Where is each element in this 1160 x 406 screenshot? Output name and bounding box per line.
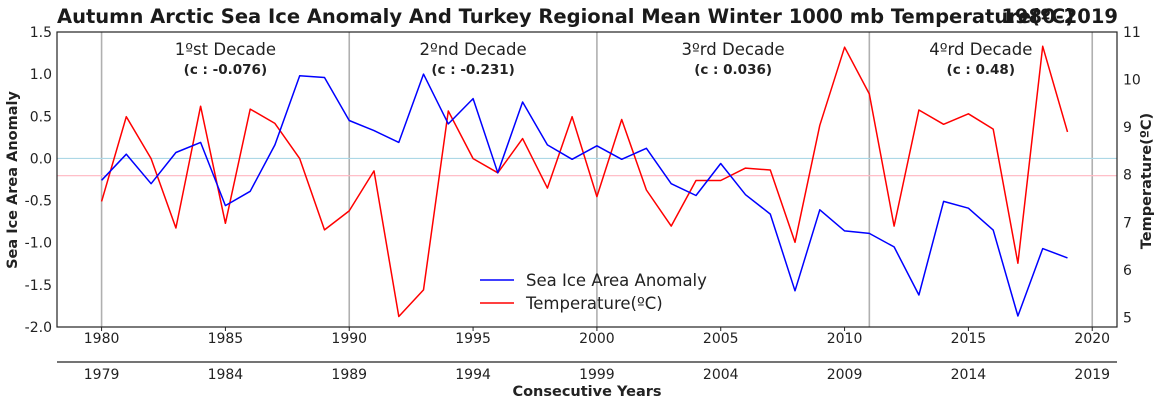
reference-lines (57, 32, 1117, 327)
right-tick-label: 10 (1123, 73, 1141, 89)
left-tick-label: -0.5 (25, 194, 52, 210)
secondary-x-tick-label: 1999 (579, 367, 615, 383)
plot-frame (56, 31, 1118, 328)
x-tick-label: 2020 (1074, 331, 1110, 347)
x-tick-label: 2010 (827, 331, 863, 347)
left-tick-label: -1.0 (25, 236, 52, 252)
decade-correlation-label: (c : -0.231) (431, 62, 514, 78)
ice-series-line (101, 73, 1068, 317)
x-tick-label: 2000 (579, 331, 615, 347)
right-axis-label: Temperature(ºC) (1139, 113, 1155, 249)
temperature-series-line (100, 45, 1069, 318)
x-tick-label: 2015 (951, 331, 987, 347)
legend-ice-label: Sea Ice Area Anomaly (526, 271, 707, 290)
secondary-x-tick-label: 2004 (703, 367, 739, 383)
decade-correlation-label: (c : -0.076) (184, 62, 267, 78)
chart-title: Autumn Arctic Sea Ice Anomaly And Turkey… (57, 5, 1074, 28)
decade-label: 1ºst Decade (175, 40, 276, 59)
legend-temp-label: Temperature(ºC) (525, 294, 663, 313)
x-tick-label: 1990 (331, 331, 367, 347)
series-lines (100, 45, 1069, 318)
bottom-axis-label: Consecutive Years (512, 384, 661, 400)
secondary-x-tick-label: 1989 (331, 367, 367, 383)
x-tick-label: 2005 (703, 331, 739, 347)
secondary-x-tick-label: 2014 (951, 367, 987, 383)
secondary-x-tick-label: 1994 (455, 367, 491, 383)
decade-labels: 1ºst Decade (c : -0.076) 2ºnd Decade (c : -… (175, 40, 1033, 78)
left-tick-label: 0.0 (30, 151, 52, 167)
chart-period: 1980-2019 (1001, 5, 1118, 28)
right-tick-label: 8 (1123, 168, 1132, 184)
decade-correlation-label: (c : 0.036) (694, 62, 772, 78)
secondary-x-tick-label: 2019 (1074, 367, 1110, 383)
x-tick-label: 1995 (455, 331, 491, 347)
left-tick-label: -1.5 (25, 278, 52, 294)
right-tick-label: 9 (1123, 120, 1132, 136)
x-tick-label: 1985 (208, 331, 244, 347)
right-tick-label: 5 (1123, 310, 1132, 326)
left-tick-label: 1.5 (30, 25, 52, 41)
decade-label: 4ºrd Decade (929, 40, 1032, 59)
decade-correlation-label: (c : 0.48) (947, 62, 1015, 78)
left-axis-label: Sea Ice Area Anomaly (5, 91, 21, 269)
right-tick-label: 7 (1123, 215, 1132, 231)
left-tick-label: 0.5 (30, 109, 52, 125)
right-tick-label: 6 (1123, 263, 1132, 279)
legend: Sea Ice Area Anomaly Temperature(ºC) (480, 271, 707, 313)
secondary-x-tick-label: 1979 (84, 367, 120, 383)
decade-label: 3ºrd Decade (682, 40, 785, 59)
left-tick-label: 1.0 (30, 67, 52, 83)
axes: -2.0 -1.5 -1.0 -0.5 0.0 0.5 1.0 1.5 5 6 7 8 9 10 11 198… (25, 25, 1141, 383)
left-tick-label: -2.0 (25, 320, 52, 336)
decade-label: 2ºnd Decade (420, 40, 527, 59)
secondary-x-tick-label: 2009 (827, 367, 863, 383)
right-tick-label: 11 (1123, 25, 1141, 41)
secondary-x-tick-label: 1984 (208, 367, 244, 383)
x-tick-label: 1980 (84, 331, 120, 347)
